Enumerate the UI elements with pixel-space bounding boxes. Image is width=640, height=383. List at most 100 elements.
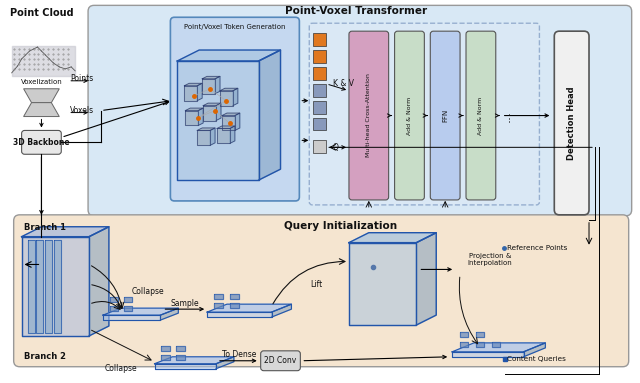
Text: Points: Points <box>70 74 93 83</box>
Polygon shape <box>124 306 132 311</box>
Polygon shape <box>154 364 216 369</box>
Polygon shape <box>210 128 215 145</box>
Text: Collapse: Collapse <box>104 364 137 373</box>
Polygon shape <box>417 233 436 325</box>
Polygon shape <box>524 343 545 357</box>
Polygon shape <box>220 91 233 106</box>
Polygon shape <box>271 304 291 317</box>
Polygon shape <box>110 306 118 311</box>
FancyBboxPatch shape <box>349 31 388 200</box>
Polygon shape <box>28 240 35 333</box>
Polygon shape <box>22 227 109 237</box>
Text: To Dense: To Dense <box>221 350 256 359</box>
Polygon shape <box>214 294 223 299</box>
Polygon shape <box>349 233 436 242</box>
FancyBboxPatch shape <box>13 215 628 367</box>
Polygon shape <box>12 46 75 76</box>
Polygon shape <box>216 357 234 369</box>
FancyBboxPatch shape <box>309 23 540 205</box>
FancyBboxPatch shape <box>88 5 632 216</box>
Polygon shape <box>36 240 44 333</box>
FancyBboxPatch shape <box>260 351 300 371</box>
Polygon shape <box>198 108 203 126</box>
Polygon shape <box>259 50 280 180</box>
FancyBboxPatch shape <box>554 31 589 215</box>
Polygon shape <box>184 86 197 101</box>
Polygon shape <box>184 83 202 86</box>
Polygon shape <box>216 103 221 121</box>
Bar <box>313 67 326 80</box>
Polygon shape <box>177 50 280 61</box>
Polygon shape <box>349 242 417 325</box>
Polygon shape <box>177 346 186 351</box>
Polygon shape <box>460 332 468 337</box>
Text: Sample: Sample <box>171 299 200 308</box>
Text: Detection Head: Detection Head <box>567 86 576 160</box>
Text: Lift: Lift <box>310 280 323 289</box>
Polygon shape <box>24 103 60 116</box>
Polygon shape <box>452 352 524 357</box>
Polygon shape <box>230 294 239 299</box>
Polygon shape <box>103 308 179 315</box>
Polygon shape <box>177 355 186 360</box>
Polygon shape <box>220 88 238 91</box>
Text: Reference Points: Reference Points <box>507 245 567 250</box>
Polygon shape <box>460 342 468 347</box>
Polygon shape <box>154 357 234 364</box>
FancyBboxPatch shape <box>170 17 300 201</box>
Polygon shape <box>202 76 220 79</box>
Polygon shape <box>235 113 240 131</box>
FancyBboxPatch shape <box>430 31 460 200</box>
Polygon shape <box>492 342 500 347</box>
Text: K & V: K & V <box>333 79 354 88</box>
Polygon shape <box>161 346 170 351</box>
Polygon shape <box>45 240 52 333</box>
Text: Projection &
Interpolation: Projection & Interpolation <box>467 253 512 266</box>
Text: Point Cloud: Point Cloud <box>10 8 73 18</box>
Polygon shape <box>186 108 203 111</box>
FancyBboxPatch shape <box>466 31 496 200</box>
Polygon shape <box>197 83 202 101</box>
Polygon shape <box>24 89 60 103</box>
Bar <box>313 84 326 97</box>
Polygon shape <box>217 128 230 143</box>
Bar <box>313 101 326 114</box>
Text: Multi-head Cross-Attention: Multi-head Cross-Attention <box>366 74 371 157</box>
Text: Voxelization: Voxelization <box>20 79 62 85</box>
Polygon shape <box>103 315 161 320</box>
Text: ...: ... <box>499 110 512 121</box>
Bar <box>313 33 326 46</box>
Polygon shape <box>230 303 239 308</box>
Polygon shape <box>124 297 132 302</box>
Polygon shape <box>203 103 221 106</box>
Polygon shape <box>452 343 545 352</box>
Polygon shape <box>476 332 484 337</box>
Text: Add & Norm: Add & Norm <box>407 97 412 135</box>
Polygon shape <box>230 126 235 143</box>
Polygon shape <box>54 240 61 333</box>
Polygon shape <box>161 308 179 320</box>
Polygon shape <box>110 297 118 302</box>
Polygon shape <box>186 111 198 126</box>
Polygon shape <box>207 312 271 317</box>
Bar <box>313 141 326 153</box>
Text: Branch 2: Branch 2 <box>24 352 67 361</box>
Polygon shape <box>222 116 235 131</box>
Text: Voxels: Voxels <box>70 106 94 115</box>
Text: FFN: FFN <box>442 109 448 122</box>
Text: 2D Conv: 2D Conv <box>264 356 296 365</box>
Polygon shape <box>214 303 223 308</box>
Polygon shape <box>197 131 210 145</box>
Text: Query Initialization: Query Initialization <box>284 221 397 231</box>
Text: Point/Voxel Token Generation: Point/Voxel Token Generation <box>184 24 285 30</box>
Text: Add & Norm: Add & Norm <box>478 97 483 135</box>
Text: Content Queries: Content Queries <box>507 356 566 362</box>
Polygon shape <box>161 355 170 360</box>
Bar <box>313 118 326 131</box>
Polygon shape <box>22 237 89 336</box>
FancyBboxPatch shape <box>395 31 424 200</box>
Polygon shape <box>215 76 220 94</box>
Polygon shape <box>207 304 291 312</box>
Polygon shape <box>217 126 235 128</box>
Text: Q: Q <box>333 143 339 152</box>
